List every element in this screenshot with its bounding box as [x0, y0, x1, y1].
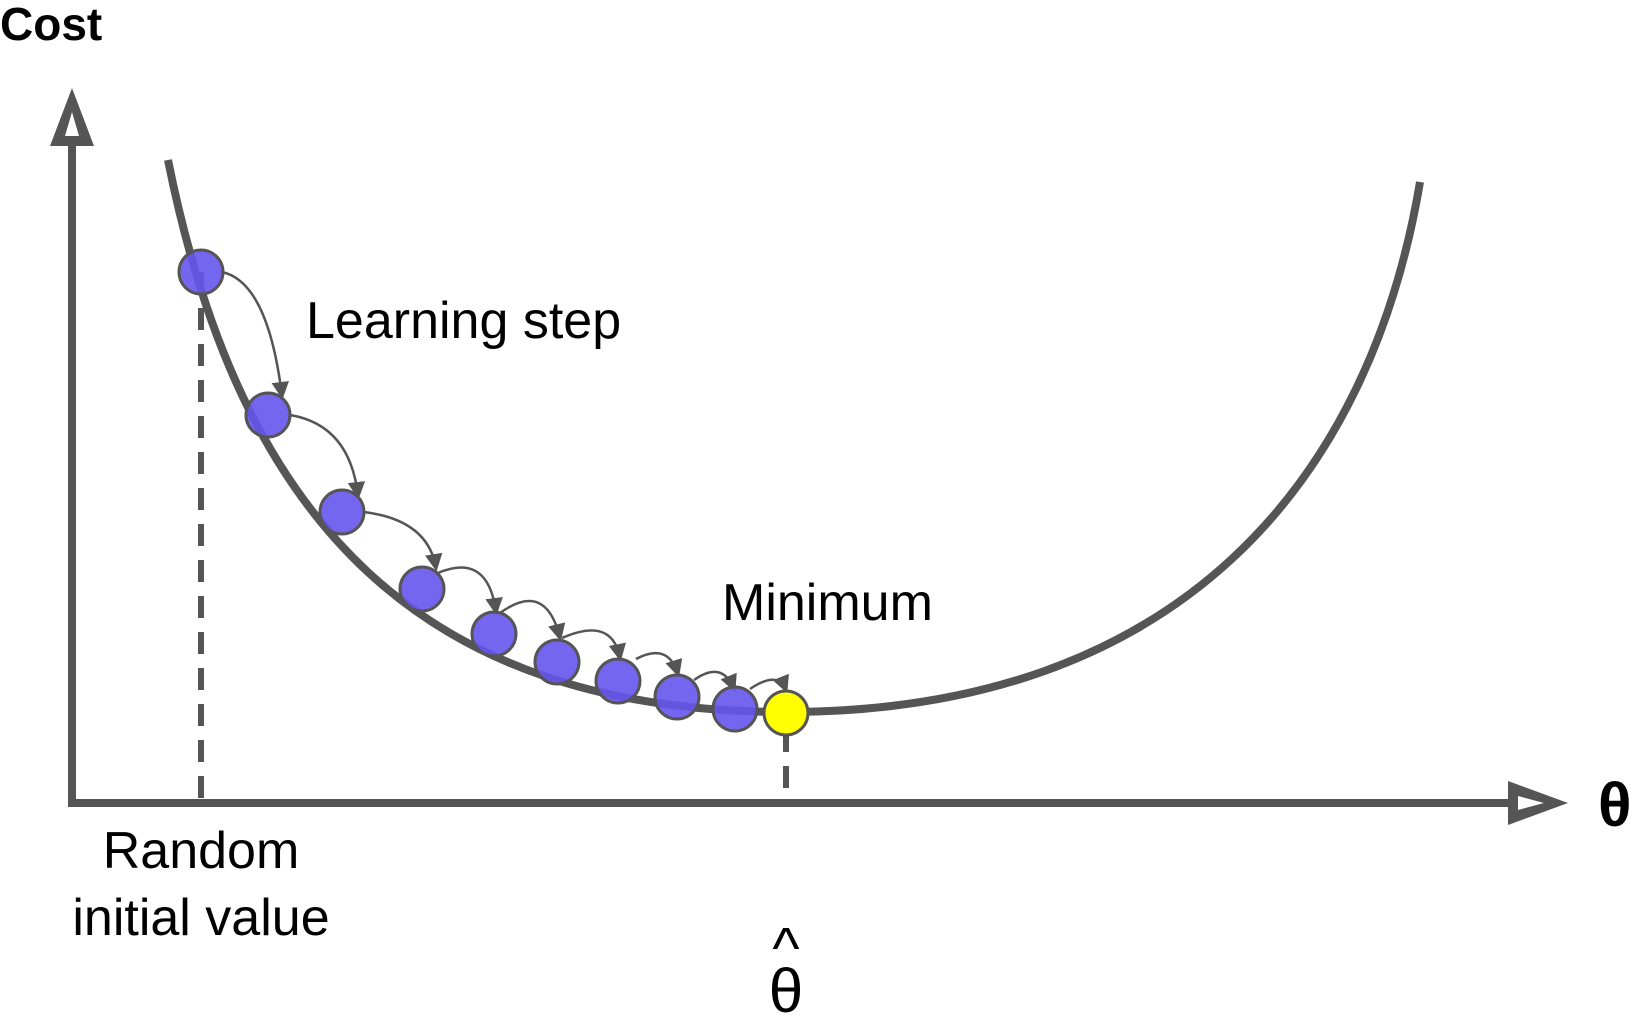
step-arrow: [221, 270, 289, 400]
random-init-label-line2: initial value: [72, 889, 329, 947]
step-arrow: [561, 629, 626, 662]
theta-hat-label: θ: [769, 957, 803, 1017]
step-arrow: [749, 673, 789, 694]
step-point: [533, 638, 581, 686]
step-point: [653, 673, 701, 721]
step-point: [594, 657, 642, 705]
minimum-point: [762, 689, 810, 737]
step-point: [470, 610, 518, 658]
step-arrow: [635, 651, 683, 678]
step-arrow: [499, 599, 566, 642]
step-point: [711, 685, 759, 733]
random-init-label-line1: Random: [103, 822, 300, 880]
learning-step-label: Learning step: [306, 292, 621, 350]
step-arrow: [693, 670, 737, 693]
step-point: [244, 391, 292, 439]
minimum-label: Minimum: [722, 574, 933, 632]
learning-step-points: [177, 248, 759, 733]
step-point: [398, 565, 446, 613]
y-axis-arrowhead-inner: [65, 112, 79, 136]
step-arrow: [363, 510, 443, 572]
learning-step-arrows: [221, 270, 789, 694]
step-arrow: [437, 566, 503, 616]
step-point: [318, 488, 366, 536]
x-axis-arrowhead-inner: [1518, 796, 1544, 810]
x-axis-label: θ: [1598, 771, 1632, 840]
step-point: [177, 248, 225, 296]
step-arrow: [289, 413, 366, 500]
y-axis-label: Cost: [0, 0, 102, 50]
theta-hat-accent: ^: [772, 916, 799, 981]
